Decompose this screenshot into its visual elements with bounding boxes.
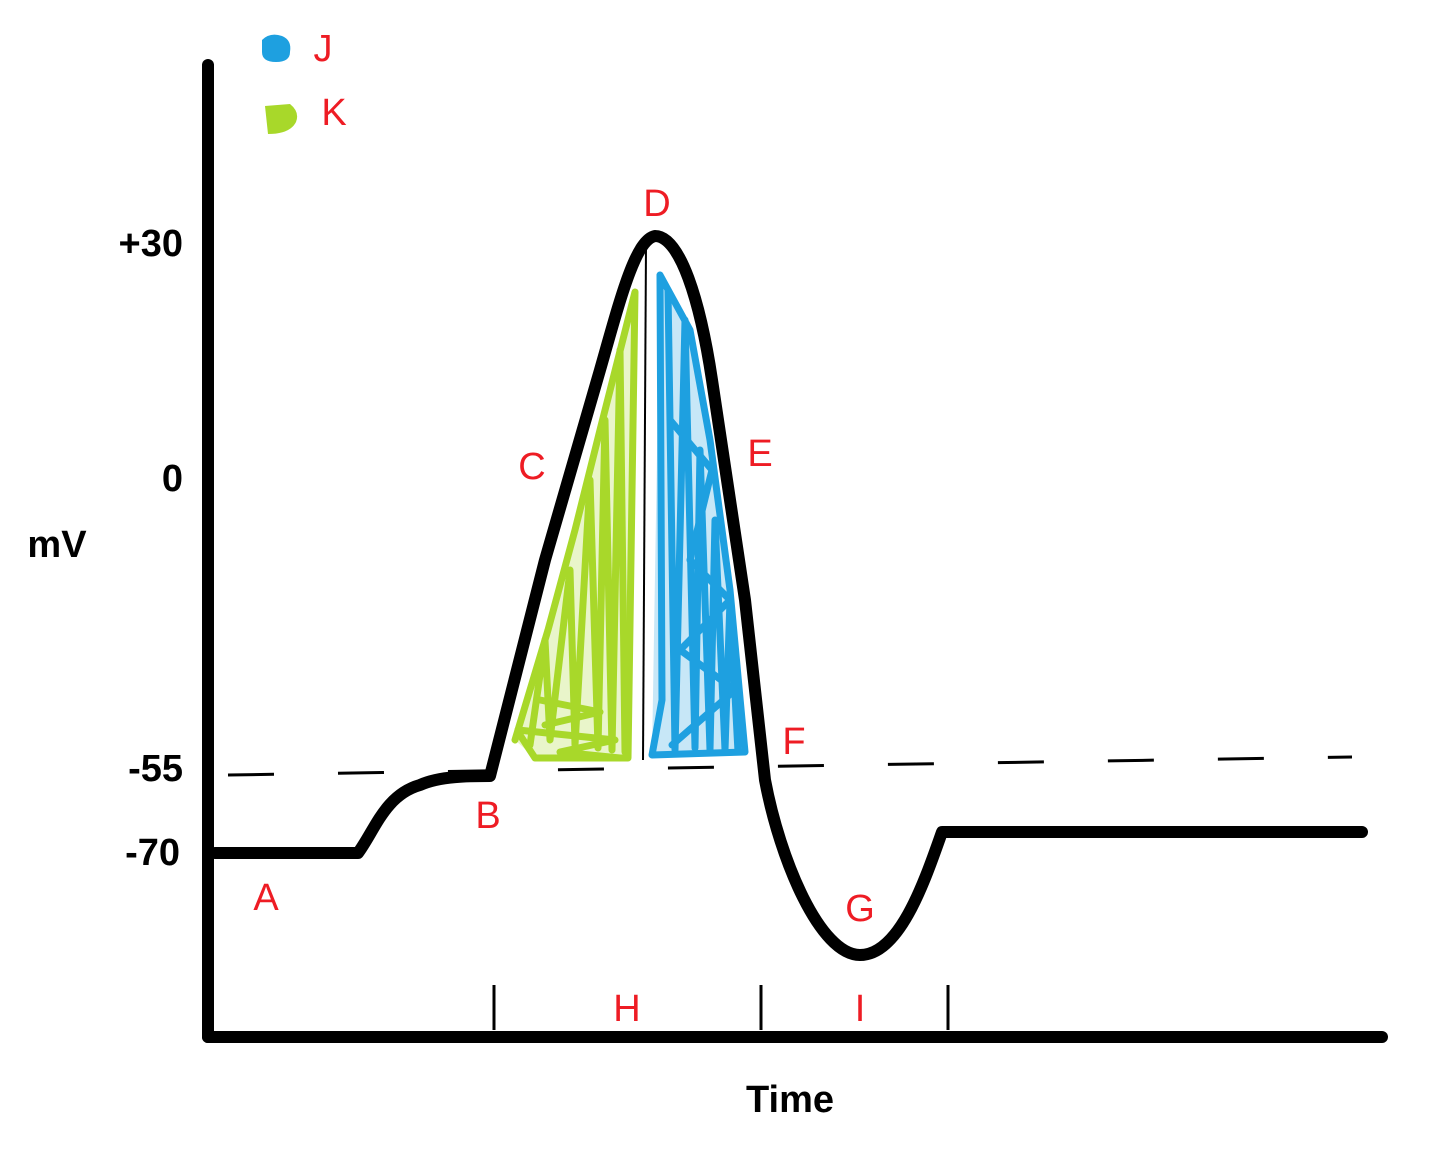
- label-e: E: [747, 433, 772, 475]
- label-f: F: [782, 721, 805, 763]
- label-h: H: [613, 988, 640, 1030]
- action-potential-curve: [209, 230, 1368, 961]
- y-tick-minus55: -55: [128, 748, 183, 790]
- label-j: J: [314, 28, 333, 70]
- y-tick-plus30: +30: [119, 223, 183, 265]
- label-c: C: [518, 446, 545, 488]
- threshold-dashed-line: [227, 755, 1353, 777]
- legend-marker-k: [265, 104, 298, 134]
- peak-divider-line: [642, 244, 647, 761]
- label-a: A: [253, 877, 279, 919]
- green-shaded-region: [511, 288, 639, 762]
- y-axis-label: mV: [27, 524, 87, 566]
- label-g: G: [845, 888, 875, 930]
- label-b: B: [475, 795, 500, 837]
- x-axis-label: Time: [746, 1079, 834, 1121]
- label-k: K: [321, 92, 346, 134]
- blue-shaded-region: [648, 271, 749, 759]
- legend-marker-j: [262, 34, 291, 62]
- y-tick-0: 0: [162, 458, 183, 500]
- label-i: I: [855, 988, 866, 1030]
- y-tick-minus70: -70: [125, 832, 180, 874]
- label-d: D: [643, 183, 670, 225]
